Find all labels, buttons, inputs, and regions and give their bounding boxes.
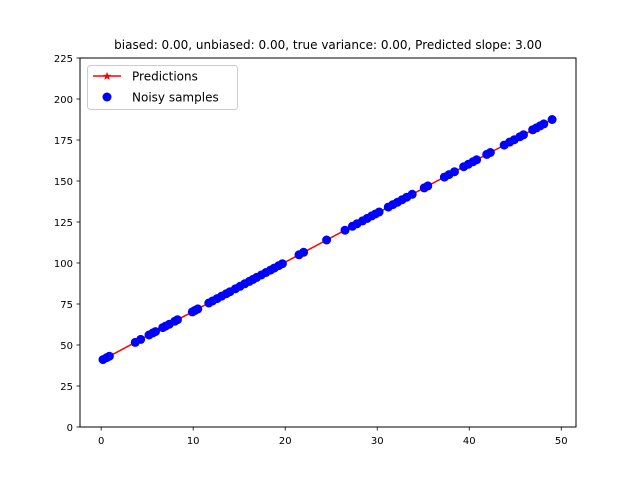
sample-point <box>299 247 309 257</box>
y-axis: 0 25 50 75 100 125 150 175 200 225 <box>54 54 80 434</box>
sample-point <box>472 155 482 165</box>
y-tick-label: 175 <box>54 136 73 147</box>
plot-area <box>79 57 577 428</box>
series-layer <box>98 115 557 365</box>
sample-point <box>193 304 203 314</box>
x-tick-label: 0 <box>98 436 104 447</box>
sample-point <box>340 225 350 235</box>
chart-title: biased: 0.00, unbiased: 0.00, true varia… <box>114 38 542 52</box>
sample-point <box>136 334 146 344</box>
y-tick-label: 200 <box>54 95 73 106</box>
y-tick-label: 75 <box>60 300 73 311</box>
sample-point <box>547 115 557 124</box>
y-tick-label: 225 <box>54 54 73 65</box>
sample-point <box>322 235 332 245</box>
x-tick-label: 20 <box>279 436 292 447</box>
legend-label-predictions: Predictions <box>132 70 198 84</box>
x-tick-label: 30 <box>371 436 384 447</box>
star-marker-icon <box>102 72 112 80</box>
sample-point <box>151 327 160 337</box>
axes-frame <box>79 57 577 428</box>
y-tick-label: 125 <box>54 218 73 229</box>
sample-point <box>539 119 549 129</box>
x-tick-label: 40 <box>463 436 476 447</box>
sample-point <box>277 259 287 269</box>
x-tick-label: 50 <box>555 436 568 447</box>
sample-point <box>374 207 384 217</box>
x-axis: 0 10 20 30 40 50 <box>98 427 568 447</box>
legend-label-noisy-samples: Noisy samples <box>132 91 219 105</box>
sample-point <box>485 148 495 157</box>
sample-point <box>450 167 459 177</box>
circle-marker-icon <box>102 92 112 102</box>
legend-box <box>87 65 238 110</box>
sample-point <box>407 189 417 199</box>
sample-point <box>423 181 433 191</box>
y-tick-label: 25 <box>60 382 73 393</box>
y-tick-label: 150 <box>54 177 73 188</box>
y-tick-label: 50 <box>60 341 73 352</box>
y-tick-label: 0 <box>67 423 73 434</box>
sample-point <box>519 130 528 140</box>
x-tick-label: 10 <box>187 436 200 447</box>
legend: Predictions Noisy samples <box>87 65 238 110</box>
y-tick-label: 100 <box>54 259 73 270</box>
sample-point <box>104 351 114 361</box>
sample-point <box>173 315 182 325</box>
